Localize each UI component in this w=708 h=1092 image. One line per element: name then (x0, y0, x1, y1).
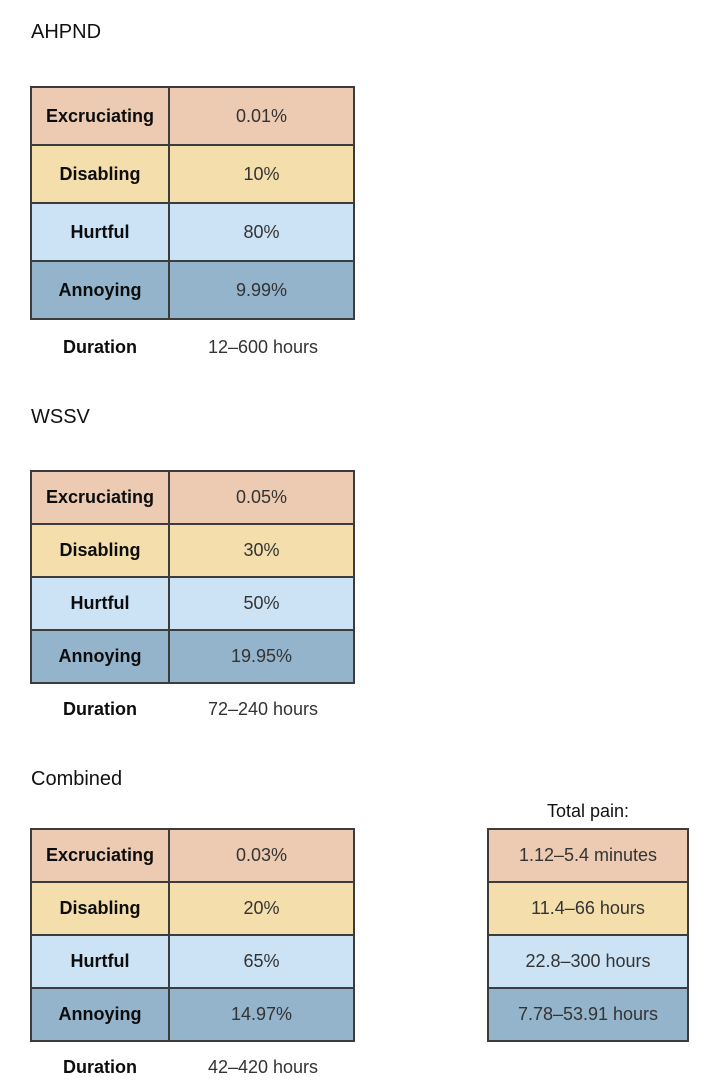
total-pain-table: 1.12–5.4 minutes 11.4–66 hours 22.8–300 … (487, 828, 689, 1042)
row-label-disabling: Disabling (30, 523, 170, 578)
row-value-annoying: 14.97% (168, 987, 355, 1042)
row-label-excruciating: Excruciating (30, 86, 170, 146)
table-row: 7.78–53.91 hours (487, 987, 689, 1042)
table-row: Annoying 14.97% (30, 987, 355, 1042)
table-row: Excruciating 0.01% (30, 86, 355, 146)
row-value-disabling: 10% (168, 144, 355, 204)
pain-table-combined: Excruciating 0.03% Disabling 20% Hurtful… (30, 828, 355, 1042)
duration-label: Duration (63, 1057, 137, 1077)
section-title-combined: Combined (31, 768, 123, 790)
duration-value: 42–420 hours (207, 1057, 319, 1077)
table-row: Annoying 19.95% (30, 629, 355, 684)
row-label-annoying: Annoying (30, 260, 170, 320)
row-value-excruciating: 0.01% (168, 86, 355, 146)
table-row: 1.12–5.4 minutes (487, 828, 689, 883)
row-value-hurtful: 50% (168, 576, 355, 631)
pain-table-wssv: Excruciating 0.05% Disabling 30% Hurtful… (30, 470, 355, 684)
row-label-hurtful: Hurtful (30, 934, 170, 989)
total-pain-annoying: 7.78–53.91 hours (487, 987, 689, 1042)
table-row: Hurtful 80% (30, 202, 355, 262)
total-pain-disabling: 11.4–66 hours (487, 881, 689, 936)
duration-value: 12–600 hours (207, 337, 319, 357)
duration-row-ahpnd: Duration 12–600 hours (31, 335, 356, 359)
total-pain-excruciating: 1.12–5.4 minutes (487, 828, 689, 883)
table-row: Excruciating 0.05% (30, 470, 355, 525)
row-value-hurtful: 65% (168, 934, 355, 989)
duration-label: Duration (63, 699, 137, 719)
table-row: Excruciating 0.03% (30, 828, 355, 883)
table-row: 11.4–66 hours (487, 881, 689, 936)
table-row: Disabling 20% (30, 881, 355, 936)
table-row: Annoying 9.99% (30, 260, 355, 320)
table-row: Hurtful 65% (30, 934, 355, 989)
table-row: Hurtful 50% (30, 576, 355, 631)
row-value-disabling: 30% (168, 523, 355, 578)
row-label-disabling: Disabling (30, 881, 170, 936)
row-value-annoying: 9.99% (168, 260, 355, 320)
table-row: 22.8–300 hours (487, 934, 689, 989)
row-label-hurtful: Hurtful (30, 576, 170, 631)
row-value-annoying: 19.95% (168, 629, 355, 684)
total-pain-hurtful: 22.8–300 hours (487, 934, 689, 989)
table-row: Disabling 10% (30, 144, 355, 204)
duration-row-combined: Duration 42–420 hours (31, 1055, 356, 1079)
table-row: Disabling 30% (30, 523, 355, 578)
duration-label: Duration (63, 337, 137, 357)
row-label-annoying: Annoying (30, 987, 170, 1042)
row-label-hurtful: Hurtful (30, 202, 170, 262)
row-value-hurtful: 80% (168, 202, 355, 262)
row-value-disabling: 20% (168, 881, 355, 936)
row-label-excruciating: Excruciating (30, 828, 170, 883)
row-value-excruciating: 0.05% (168, 470, 355, 525)
row-label-annoying: Annoying (30, 629, 170, 684)
duration-row-wssv: Duration 72–240 hours (31, 697, 356, 721)
total-pain-caption: Total pain: (546, 801, 630, 821)
section-title-wssv: WSSV (31, 406, 90, 428)
row-label-disabling: Disabling (30, 144, 170, 204)
row-value-excruciating: 0.03% (168, 828, 355, 883)
pain-table-ahpnd: Excruciating 0.01% Disabling 10% Hurtful… (30, 86, 355, 320)
row-label-excruciating: Excruciating (30, 470, 170, 525)
duration-value: 72–240 hours (207, 699, 319, 719)
section-title-ahpnd: AHPND (31, 21, 102, 43)
